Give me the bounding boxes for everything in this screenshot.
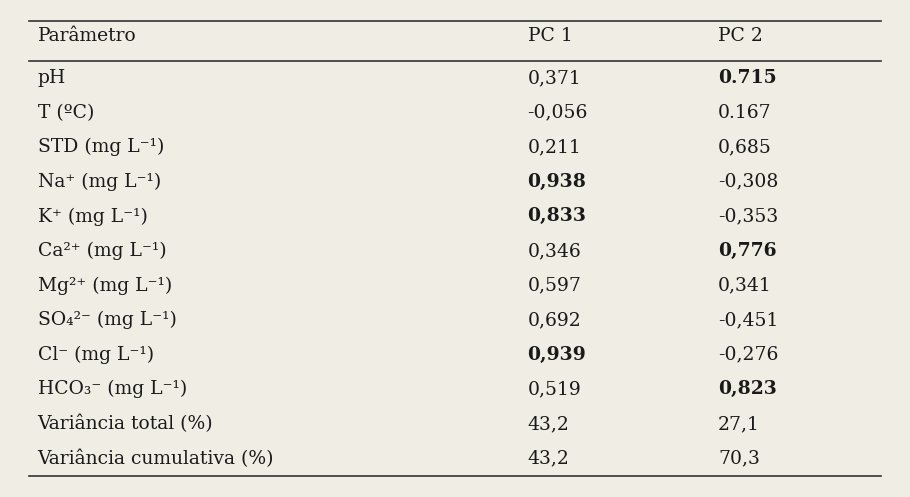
Text: STD (mg L⁻¹): STD (mg L⁻¹)	[37, 138, 164, 157]
Text: Ca²⁺ (mg L⁻¹): Ca²⁺ (mg L⁻¹)	[37, 242, 167, 260]
Text: 0,341: 0,341	[718, 276, 772, 295]
Text: 0,211: 0,211	[528, 138, 581, 156]
Text: SO₄²⁻ (mg L⁻¹): SO₄²⁻ (mg L⁻¹)	[37, 311, 177, 330]
Text: 0,692: 0,692	[528, 311, 581, 329]
Text: Variância total (%): Variância total (%)	[37, 414, 213, 433]
Text: 0,519: 0,519	[528, 380, 581, 399]
Text: 0,776: 0,776	[718, 242, 777, 260]
Text: 0.167: 0.167	[718, 103, 772, 122]
Text: Na⁺ (mg L⁻¹): Na⁺ (mg L⁻¹)	[37, 172, 161, 191]
Text: PC 2: PC 2	[718, 27, 763, 45]
Text: PC 1: PC 1	[528, 27, 572, 45]
Text: K⁺ (mg L⁻¹): K⁺ (mg L⁻¹)	[37, 207, 147, 226]
Text: pH: pH	[37, 69, 66, 87]
Text: 70,3: 70,3	[718, 450, 760, 468]
Text: -0,353: -0,353	[718, 207, 778, 225]
Text: -0,056: -0,056	[528, 103, 588, 122]
Text: -0,308: -0,308	[718, 173, 778, 191]
Text: -0,451: -0,451	[718, 311, 778, 329]
Text: 43,2: 43,2	[528, 450, 570, 468]
Text: 0,939: 0,939	[528, 346, 586, 364]
Text: T (ºC): T (ºC)	[37, 103, 94, 122]
Text: 0,833: 0,833	[528, 207, 587, 225]
Text: Mg²⁺ (mg L⁻¹): Mg²⁺ (mg L⁻¹)	[37, 276, 172, 295]
Text: 0,597: 0,597	[528, 276, 581, 295]
Text: 0,346: 0,346	[528, 242, 581, 260]
Text: Variância cumulativa (%): Variância cumulativa (%)	[37, 449, 274, 468]
Text: Parâmetro: Parâmetro	[37, 27, 136, 45]
Text: 0,685: 0,685	[718, 138, 772, 156]
Text: Cl⁻ (mg L⁻¹): Cl⁻ (mg L⁻¹)	[37, 345, 154, 364]
Text: 0.715: 0.715	[718, 69, 777, 87]
Text: 43,2: 43,2	[528, 415, 570, 433]
Text: 27,1: 27,1	[718, 415, 760, 433]
Text: HCO₃⁻ (mg L⁻¹): HCO₃⁻ (mg L⁻¹)	[37, 380, 187, 399]
Text: 0,371: 0,371	[528, 69, 581, 87]
Text: -0,276: -0,276	[718, 346, 778, 364]
Text: 0,938: 0,938	[528, 173, 586, 191]
Text: 0,823: 0,823	[718, 380, 777, 399]
